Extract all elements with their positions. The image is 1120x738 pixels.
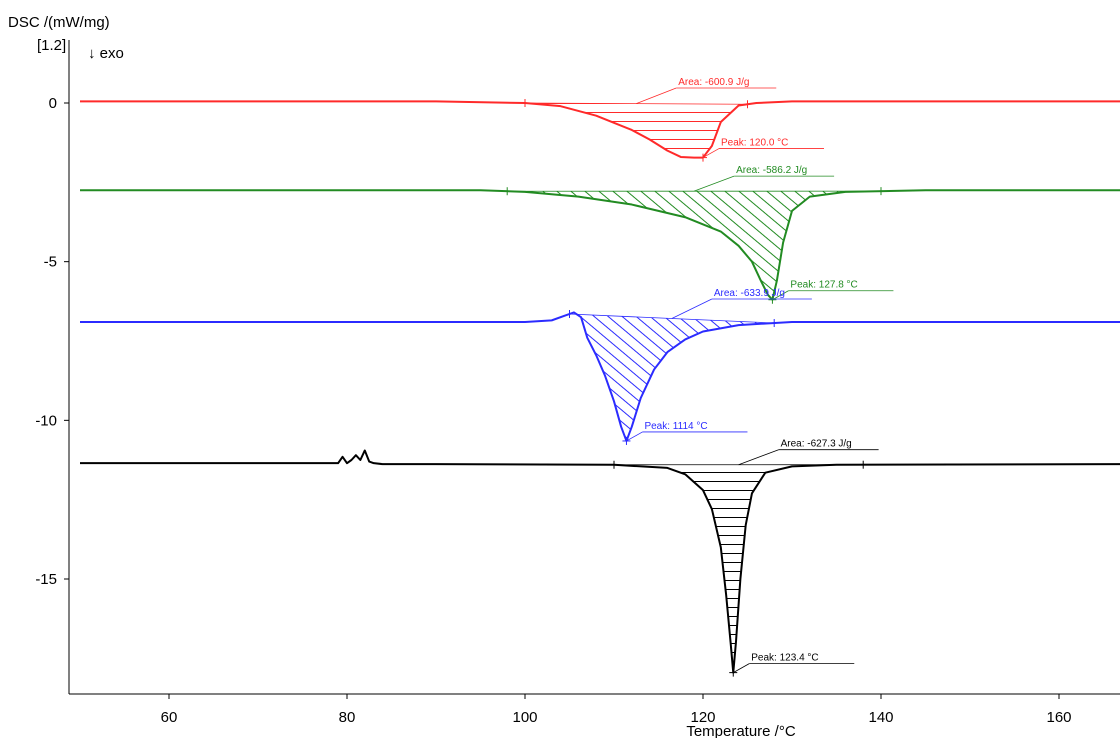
- x-tick-label: 80: [339, 709, 356, 726]
- y-tick-label: -15: [35, 571, 57, 588]
- integration-area: [569, 312, 775, 441]
- y-tick-label: 0: [49, 95, 57, 112]
- x-tick-label: 160: [1046, 709, 1071, 726]
- x-tick-label: 100: [512, 709, 537, 726]
- peak-leader: [626, 431, 643, 442]
- area-label: Area: -633.9 J/g: [714, 288, 785, 299]
- y-axis-sub-label: [1.2]: [37, 37, 66, 54]
- integration-area: [525, 103, 748, 158]
- peak-label: Peak: 120.0 °C: [721, 138, 788, 149]
- integration-area: [507, 191, 881, 300]
- series-line: [80, 311, 1120, 442]
- area-leader: [738, 449, 779, 466]
- y-tick-label: -10: [35, 412, 57, 429]
- annotations: Peak: 120.0 °C Area: -600.9 J/g Peak: 127.…: [622, 77, 894, 677]
- exo-label: ↓ exo: [88, 45, 124, 62]
- series-line: [80, 189, 1120, 301]
- x-axis-title: Temperature /°C: [686, 723, 796, 738]
- area-leader: [693, 175, 735, 192]
- y-axis-label: DSC /(mW/mg): [8, 14, 110, 31]
- area-label: Area: -586.2 J/g: [736, 165, 807, 176]
- peak-leader: [702, 148, 720, 158]
- peak-label: Peak: 1114 °C: [644, 421, 707, 432]
- area-leader: [671, 298, 713, 319]
- area-label: Area: -627.3 J/g: [781, 439, 852, 450]
- series-line: [80, 449, 1120, 674]
- peak-leader: [772, 290, 789, 301]
- peak-label: Peak: 123.4 °C: [751, 653, 818, 664]
- series-line: [80, 100, 1120, 159]
- x-tick-label: 140: [868, 709, 893, 726]
- area-label: Area: -600.9 J/g: [678, 77, 749, 88]
- series-lines: [80, 99, 1120, 674]
- x-tick-label: 60: [161, 709, 178, 726]
- peak-label: Peak: 127.8 °C: [790, 280, 857, 291]
- axes: 60 80 100 120 140 160 0 -5 -10 -15: [35, 40, 1120, 726]
- y-tick-label: -5: [44, 254, 57, 271]
- peak-leader: [733, 663, 750, 673]
- x-tick-label: 120: [690, 709, 715, 726]
- integration-fills: [507, 102, 882, 673]
- y-axis-title: DSC /(mW/mg): [8, 14, 110, 31]
- integration-area: [614, 464, 864, 673]
- area-leader: [636, 87, 677, 105]
